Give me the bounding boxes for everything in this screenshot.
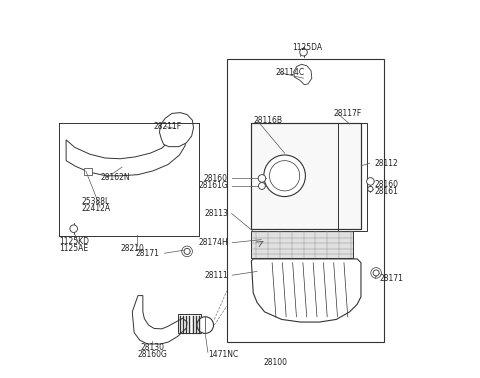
Text: 28113: 28113	[204, 209, 228, 218]
Text: 28100: 28100	[264, 358, 288, 367]
Text: 28111: 28111	[204, 271, 228, 280]
Text: 28160: 28160	[204, 174, 228, 183]
Circle shape	[373, 270, 379, 276]
Bar	[251, 231, 353, 258]
Text: 28161: 28161	[374, 187, 398, 196]
Polygon shape	[294, 64, 312, 85]
Circle shape	[300, 48, 307, 56]
Circle shape	[258, 175, 266, 182]
Text: 28210: 28210	[121, 244, 145, 253]
Circle shape	[368, 186, 373, 192]
Text: 28171: 28171	[136, 249, 160, 258]
Text: 25388L: 25388L	[82, 197, 110, 206]
Circle shape	[70, 225, 77, 232]
Polygon shape	[66, 132, 185, 176]
Text: 28171: 28171	[380, 274, 404, 284]
Text: 28116B: 28116B	[253, 116, 282, 125]
Polygon shape	[159, 113, 193, 147]
Circle shape	[197, 317, 214, 333]
Bar	[227, 59, 384, 342]
Text: 28160G: 28160G	[137, 350, 167, 359]
Text: 28160: 28160	[374, 180, 398, 189]
Text: 1125KD: 1125KD	[60, 237, 89, 246]
Text: 22412A: 22412A	[82, 204, 111, 213]
Bar	[252, 123, 361, 229]
Bar	[84, 168, 92, 175]
Text: 28114C: 28114C	[276, 68, 305, 77]
Text: 28162N: 28162N	[100, 173, 130, 182]
Text: 1471NC: 1471NC	[208, 350, 238, 359]
Text: 28174H: 28174H	[199, 238, 228, 247]
Text: 28112: 28112	[374, 159, 398, 168]
Text: 1125DA: 1125DA	[292, 43, 322, 52]
Text: 28161G: 28161G	[198, 181, 228, 191]
Bar	[338, 123, 367, 231]
Polygon shape	[252, 259, 361, 322]
Circle shape	[259, 183, 265, 189]
Circle shape	[367, 178, 374, 185]
Text: 1125AE: 1125AE	[60, 244, 88, 253]
Circle shape	[269, 161, 300, 191]
Text: 28130: 28130	[140, 342, 164, 352]
Text: 28117F: 28117F	[334, 109, 362, 118]
Circle shape	[264, 155, 305, 197]
Circle shape	[184, 248, 190, 254]
Polygon shape	[132, 296, 187, 344]
Text: 28211F: 28211F	[154, 122, 182, 131]
Bar	[252, 123, 361, 229]
Bar	[178, 314, 201, 333]
